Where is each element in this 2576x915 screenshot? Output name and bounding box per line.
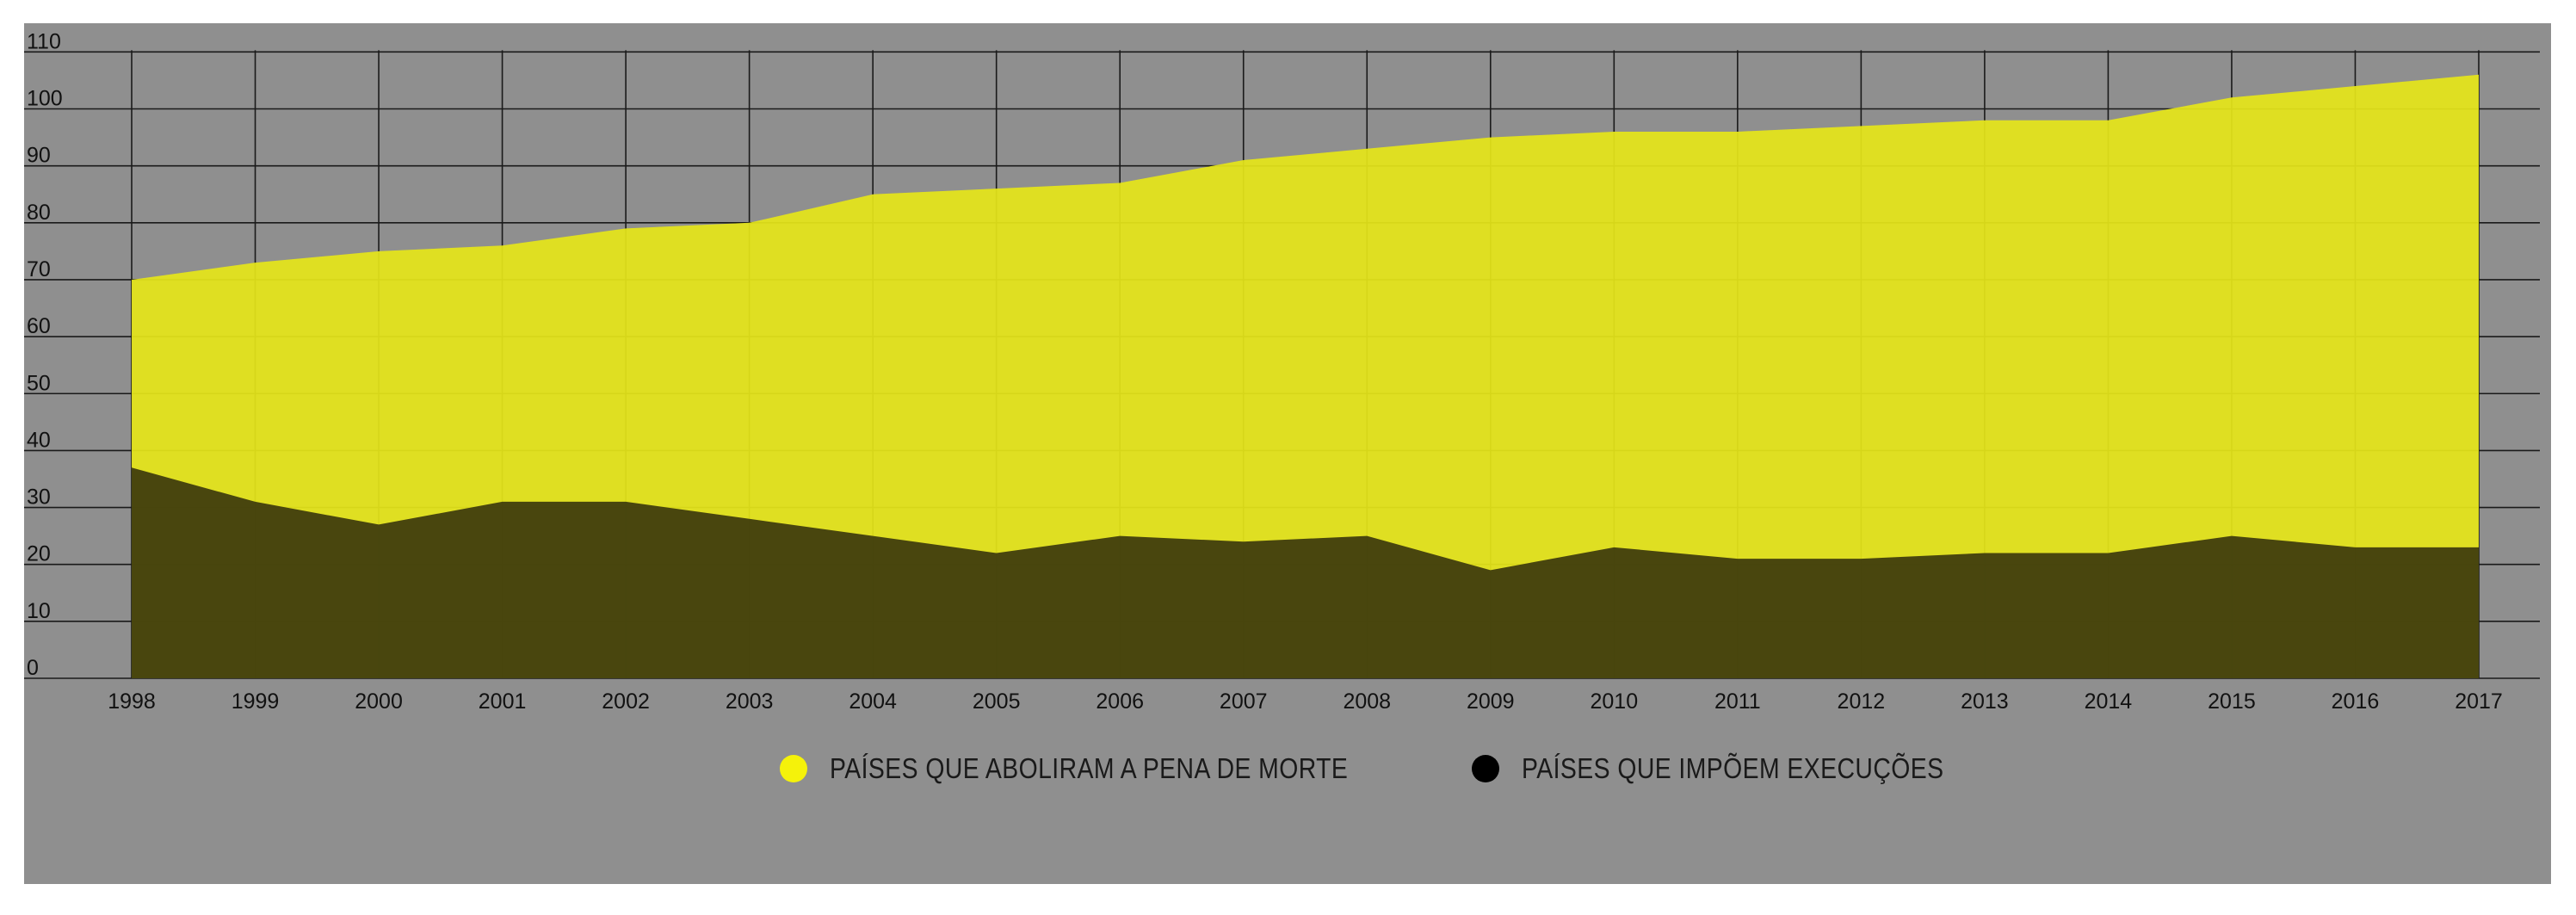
y-tick-label-110: 110 [27,29,61,53]
x-tick-label-2002: 2002 [602,689,650,714]
y-tick-label-20: 20 [27,542,51,566]
data-point-s0-2001 [500,243,505,248]
legend-item-executions[interactable]: PAÍSES QUE IMPÕEM EXECUÇÕES [1472,747,2012,790]
x-tick-label-2011: 2011 [1714,689,1761,714]
x-tick-label-2004: 2004 [849,689,897,714]
x-tick-label-2005: 2005 [973,689,1021,714]
data-point-s1-2017 [2476,545,2481,550]
legend-label-abolished: PAÍSES QUE ABOLIRAM A PENA DE MORTE [830,752,1349,784]
data-point-s1-2005 [994,550,999,555]
y-tick-label-70: 70 [27,257,51,281]
x-tick-label-2008: 2008 [1343,689,1391,714]
data-point-s0-1998 [129,277,134,282]
data-point-s0-2011 [1735,129,1740,134]
legend-dot-executions [1472,755,1499,782]
data-point-s0-2012 [1858,123,1863,128]
data-point-s0-2009 [1488,135,1493,140]
data-point-s0-2006 [1117,180,1122,185]
chart-legend: PAÍSES QUE ABOLIRAM A PENA DE MORTE PAÍS… [0,747,2576,790]
x-tick-label-2007: 2007 [1220,689,1268,714]
data-point-s0-2002 [623,226,628,231]
data-point-s1-1998 [129,465,134,470]
data-point-s1-2003 [747,516,752,522]
data-point-s0-1999 [253,260,258,265]
data-point-s1-2010 [1611,545,1616,550]
x-tick-label-2014: 2014 [2085,689,2133,714]
data-point-s1-2014 [2105,550,2110,555]
data-point-s1-2011 [1735,556,1740,561]
x-tick-label-2000: 2000 [355,689,403,714]
data-point-s1-2012 [1858,556,1863,561]
x-tick-label-2010: 2010 [1591,689,1639,714]
x-tick-label-2001: 2001 [479,689,527,714]
x-tick-label-2016: 2016 [2332,689,2380,714]
y-tick-label-50: 50 [27,371,51,395]
legend-label-executions: PAÍSES QUE IMPÕEM EXECUÇÕES [1522,752,1944,784]
x-tick-label-2012: 2012 [1838,689,1886,714]
data-point-s0-2004 [870,192,875,197]
y-tick-label-100: 100 [27,87,63,111]
data-point-s0-2014 [2105,118,2110,123]
data-point-s0-2008 [1364,146,1369,151]
data-point-s0-2017 [2476,72,2481,77]
data-point-s1-2002 [623,499,628,504]
data-point-s1-2007 [1241,539,1246,544]
x-tick-label-2003: 2003 [726,689,774,714]
data-point-s1-2015 [2229,534,2234,539]
x-tick-label-1998: 1998 [108,689,156,714]
x-tick-label-2006: 2006 [1096,689,1144,714]
data-point-s1-2016 [2352,545,2357,550]
data-point-s1-2009 [1488,567,1493,572]
y-tick-label-60: 60 [27,314,51,338]
y-tick-label-30: 30 [27,485,51,510]
y-tick-label-40: 40 [27,428,51,452]
x-tick-label-2017: 2017 [2455,689,2503,714]
legend-dot-abolished [780,755,807,782]
data-point-s1-2006 [1117,534,1122,539]
y-tick-label-90: 90 [27,144,51,168]
data-point-s1-2001 [500,499,505,504]
data-point-s0-2010 [1611,129,1616,134]
data-point-s1-2004 [870,534,875,539]
data-point-s1-1999 [253,499,258,504]
y-tick-label-80: 80 [27,201,51,225]
x-tick-label-1999: 1999 [232,689,280,714]
x-tick-label-2009: 2009 [1467,689,1515,714]
y-tick-label-10: 10 [27,599,51,623]
data-point-s0-2013 [1982,118,1987,123]
area-series-1 [132,467,2479,678]
data-point-s1-2008 [1364,534,1369,539]
data-point-s0-2003 [747,220,752,226]
x-tick-label-2015: 2015 [2208,689,2256,714]
x-tick-label-2013: 2013 [1961,689,2009,714]
data-point-s1-2000 [376,522,381,527]
data-point-s0-2015 [2229,95,2234,100]
data-point-s0-2000 [376,249,381,254]
data-point-s0-2007 [1241,158,1246,163]
legend-item-abolished[interactable]: PAÍSES QUE ABOLIRAM A PENA DE MORTE [780,747,1432,790]
y-tick-label-0: 0 [27,656,39,680]
data-point-s0-2016 [2352,83,2357,89]
data-point-s1-2013 [1982,550,1987,555]
data-point-s0-2005 [994,186,999,191]
